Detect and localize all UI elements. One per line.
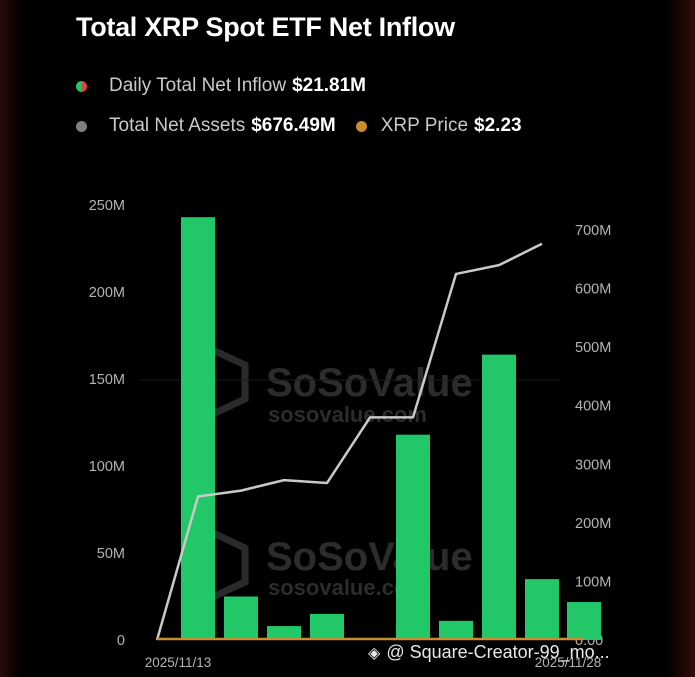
legend-row-2: Total Net Assets $676.49M XRP Price $2.2…	[76, 115, 542, 137]
chart-title: Total XRP Spot ETF Net Inflow	[76, 12, 455, 42]
legend-row-1: Daily Total Net Inflow $21.81M	[76, 75, 386, 97]
inflow-bar	[482, 354, 516, 640]
legend-item-assets[interactable]: Total Net Assets $676.49M	[76, 115, 336, 137]
binance-diamond-icon: ◈	[368, 644, 381, 662]
watermark-brand-bottom: SoSoValue	[266, 535, 473, 579]
legend-value-assets: $676.49M	[251, 115, 336, 136]
legend-label-daily: Daily Total Net Inflow	[109, 75, 287, 96]
inflow-bar	[310, 613, 344, 640]
right-tick-label: 100M	[575, 574, 611, 590]
x-tick-label: 2025/11/28	[535, 655, 602, 670]
bar-series	[181, 217, 601, 640]
right-tick-label: 600M	[575, 282, 611, 298]
legend-value-price: $2.23	[474, 115, 522, 136]
legend-item-daily[interactable]: Daily Total Net Inflow $21.81M	[76, 75, 366, 97]
watermark: SoSoValue sosovalue.com SoSoValue sosova…	[140, 347, 560, 600]
right-tick-label: 700M	[575, 223, 611, 239]
inflow-bar	[439, 620, 473, 640]
left-tick-label: 150M	[89, 372, 125, 388]
inflow-bar	[525, 579, 559, 640]
net-assets-line	[155, 242, 543, 641]
left-tick-label: 0	[117, 633, 125, 649]
right-tick-label: 400M	[575, 399, 611, 415]
legend-item-price[interactable]: XRP Price $2.23	[355, 115, 522, 137]
inflow-bar	[396, 434, 430, 640]
watermark-url-top: sosovalue.com	[268, 402, 427, 427]
inflow-bar	[224, 596, 258, 640]
legend-dot-price	[355, 120, 367, 132]
left-tick-label: 100M	[89, 459, 125, 475]
legend-label-price: XRP Price	[380, 115, 469, 136]
right-tick-label: 200M	[575, 516, 611, 532]
right-edge-glow	[665, 0, 695, 677]
inflow-bar	[181, 217, 215, 640]
footer-text: @ Square-Creator-99_mo...	[386, 642, 610, 662]
left-axis: 250M 200M 150M 100M 50M 0	[89, 198, 125, 649]
legend-dot-daily	[76, 80, 87, 92]
watermark-brand-top: SoSoValue	[266, 361, 473, 405]
inflow-bar	[567, 602, 601, 640]
right-tick-label: 300M	[575, 457, 611, 473]
inflow-bar	[267, 626, 301, 640]
x-axis: 2025/11/13 2025/11/28	[145, 655, 602, 670]
legend-dot-assets	[76, 120, 87, 132]
left-tick-label: 50M	[97, 546, 125, 562]
x-tick-label: 2025/11/13	[145, 655, 212, 670]
left-tick-label: 250M	[89, 198, 125, 214]
left-edge-glow	[0, 0, 22, 677]
legend-label-assets: Total Net Assets	[109, 115, 246, 136]
left-tick-label: 200M	[89, 285, 125, 301]
line-series	[155, 242, 584, 641]
footer-credit: ◈ @ Square-Creator-99_mo...	[368, 642, 610, 663]
legend-value-daily: $21.81M	[292, 75, 367, 96]
right-tick-label: 500M	[575, 340, 611, 356]
